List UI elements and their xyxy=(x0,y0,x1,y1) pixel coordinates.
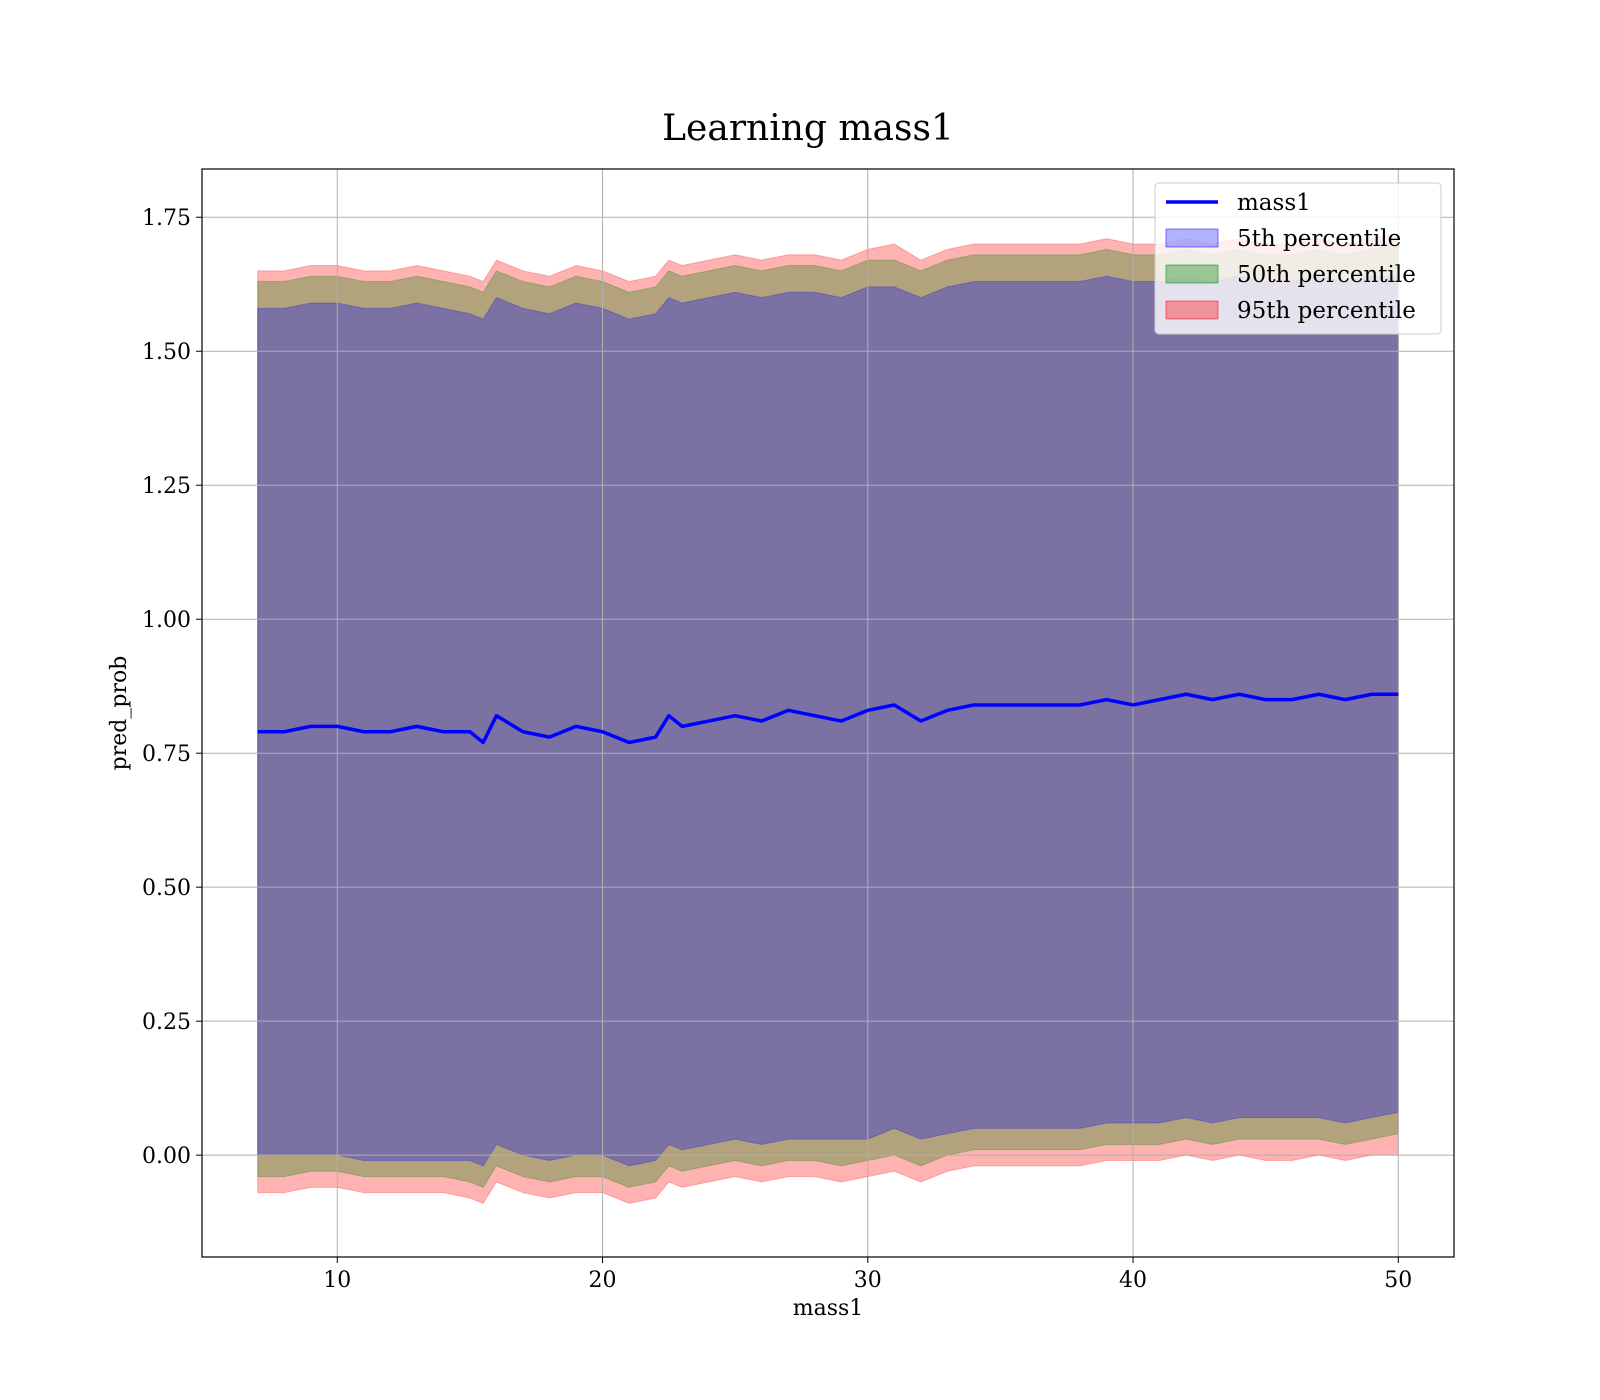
plot-area xyxy=(201,168,1455,1258)
y-tick-label: 0.25 xyxy=(142,1010,191,1035)
legend-label-95th-percentile: 95th percentile xyxy=(1237,298,1416,324)
series-lines xyxy=(257,692,1399,745)
x-tick-label: 40 xyxy=(1119,1268,1147,1293)
chart-title: Learning mass1 xyxy=(662,108,954,149)
y-tick-label: 1.25 xyxy=(142,474,191,499)
grid xyxy=(202,169,1454,1257)
y-tick-label: 0.50 xyxy=(142,876,191,901)
legend-label-50th-percentile: 50th percentile xyxy=(1237,262,1416,288)
legend-label-5th-percentile: 5th percentile xyxy=(1237,226,1401,252)
x-axis-ticks: 10 20 30 40 50 xyxy=(323,1257,1412,1293)
legend-swatch-95th-percentile xyxy=(1165,300,1219,320)
x-tick-label: 30 xyxy=(854,1268,882,1293)
band-5th-percentile xyxy=(257,275,1399,1167)
series-line-mass1 xyxy=(257,692,1399,745)
x-tick-label: 50 xyxy=(1384,1268,1412,1293)
y-axis-label: pred_prob xyxy=(107,656,132,771)
plot-frame xyxy=(201,168,1455,1258)
x-tick-label: 10 xyxy=(323,1268,351,1293)
y-axis-ticks: 0.00 0.25 0.50 0.75 1.00 1.25 1.50 1.75 xyxy=(142,206,202,1169)
y-tick-label: 0.75 xyxy=(142,742,191,767)
legend-swatch-5th-percentile xyxy=(1165,228,1219,248)
y-tick-label: 1.00 xyxy=(142,608,191,633)
y-tick-label: 1.75 xyxy=(142,206,191,231)
legend-swatch-50th-percentile xyxy=(1165,264,1219,284)
y-tick-label: 0.00 xyxy=(142,1144,191,1169)
y-tick-label: 1.50 xyxy=(142,340,191,365)
x-tick-label: 20 xyxy=(589,1268,617,1293)
x-axis-label: mass1 xyxy=(793,1296,864,1321)
legend-box xyxy=(1154,182,1442,335)
legend: mass1 5th percentile 50th percentile 95t… xyxy=(1154,182,1442,335)
legend-label-mass1: mass1 xyxy=(1237,190,1311,216)
